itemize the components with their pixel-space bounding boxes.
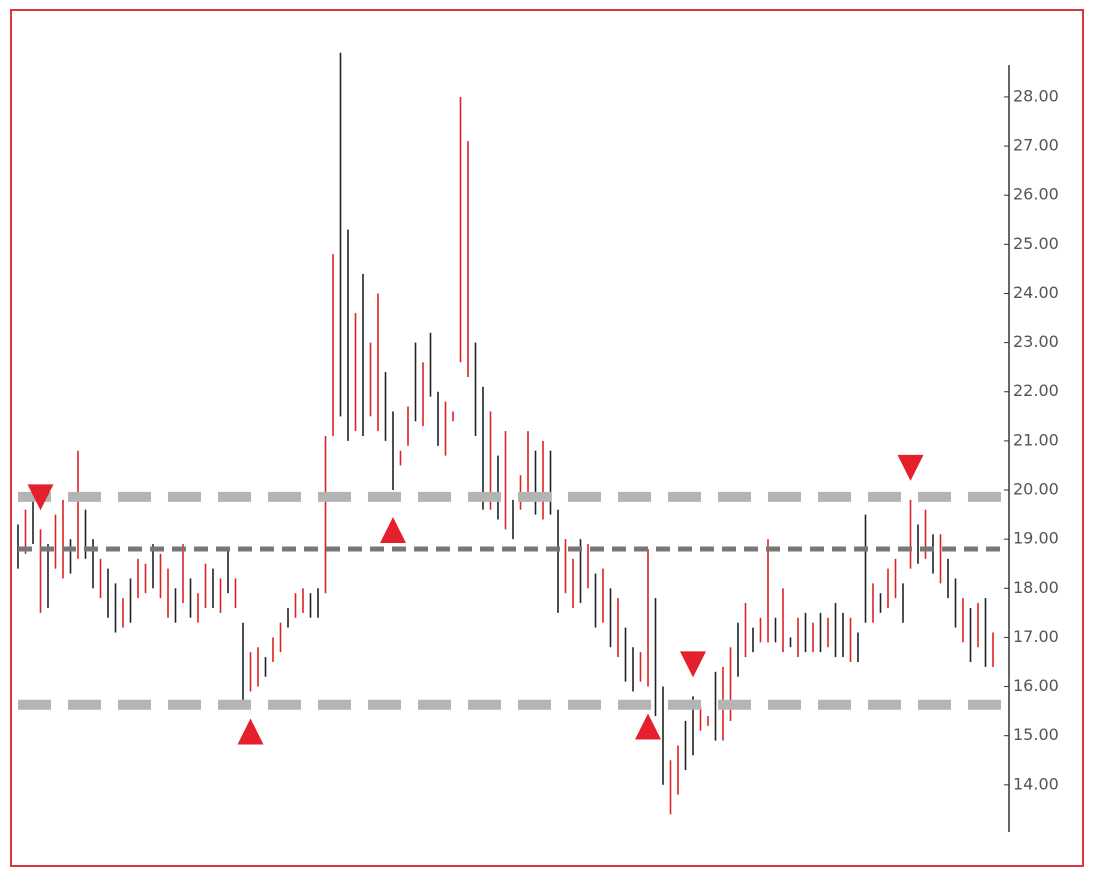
frame	[10, 9, 1084, 867]
y-tick-label: 19.00	[1013, 529, 1059, 548]
y-tick-label: 21.00	[1013, 430, 1059, 449]
signal-marker	[635, 713, 661, 740]
y-tick-label: 18.00	[1013, 578, 1059, 597]
y-tick-label: 27.00	[1013, 136, 1059, 155]
signal-marker	[680, 651, 706, 678]
y-tick-label: 23.00	[1013, 332, 1059, 351]
signal-marker	[27, 484, 54, 511]
y-tick-label: 24.00	[1013, 283, 1059, 302]
y-tick-label: 22.00	[1013, 381, 1059, 400]
y-tick-label: 20.00	[1013, 480, 1059, 499]
y-tick-label: 26.00	[1013, 185, 1059, 204]
signal-marker	[237, 718, 264, 745]
y-tick-label: 15.00	[1013, 725, 1059, 744]
signal-marker	[380, 517, 406, 544]
y-tick-label: 16.00	[1013, 676, 1059, 695]
y-tick-label: 28.00	[1013, 86, 1059, 105]
y-tick-label: 14.00	[1013, 774, 1059, 793]
y-tick-label: 25.00	[1013, 234, 1059, 253]
signal-marker	[897, 454, 924, 481]
y-tick-label: 17.00	[1013, 627, 1059, 646]
